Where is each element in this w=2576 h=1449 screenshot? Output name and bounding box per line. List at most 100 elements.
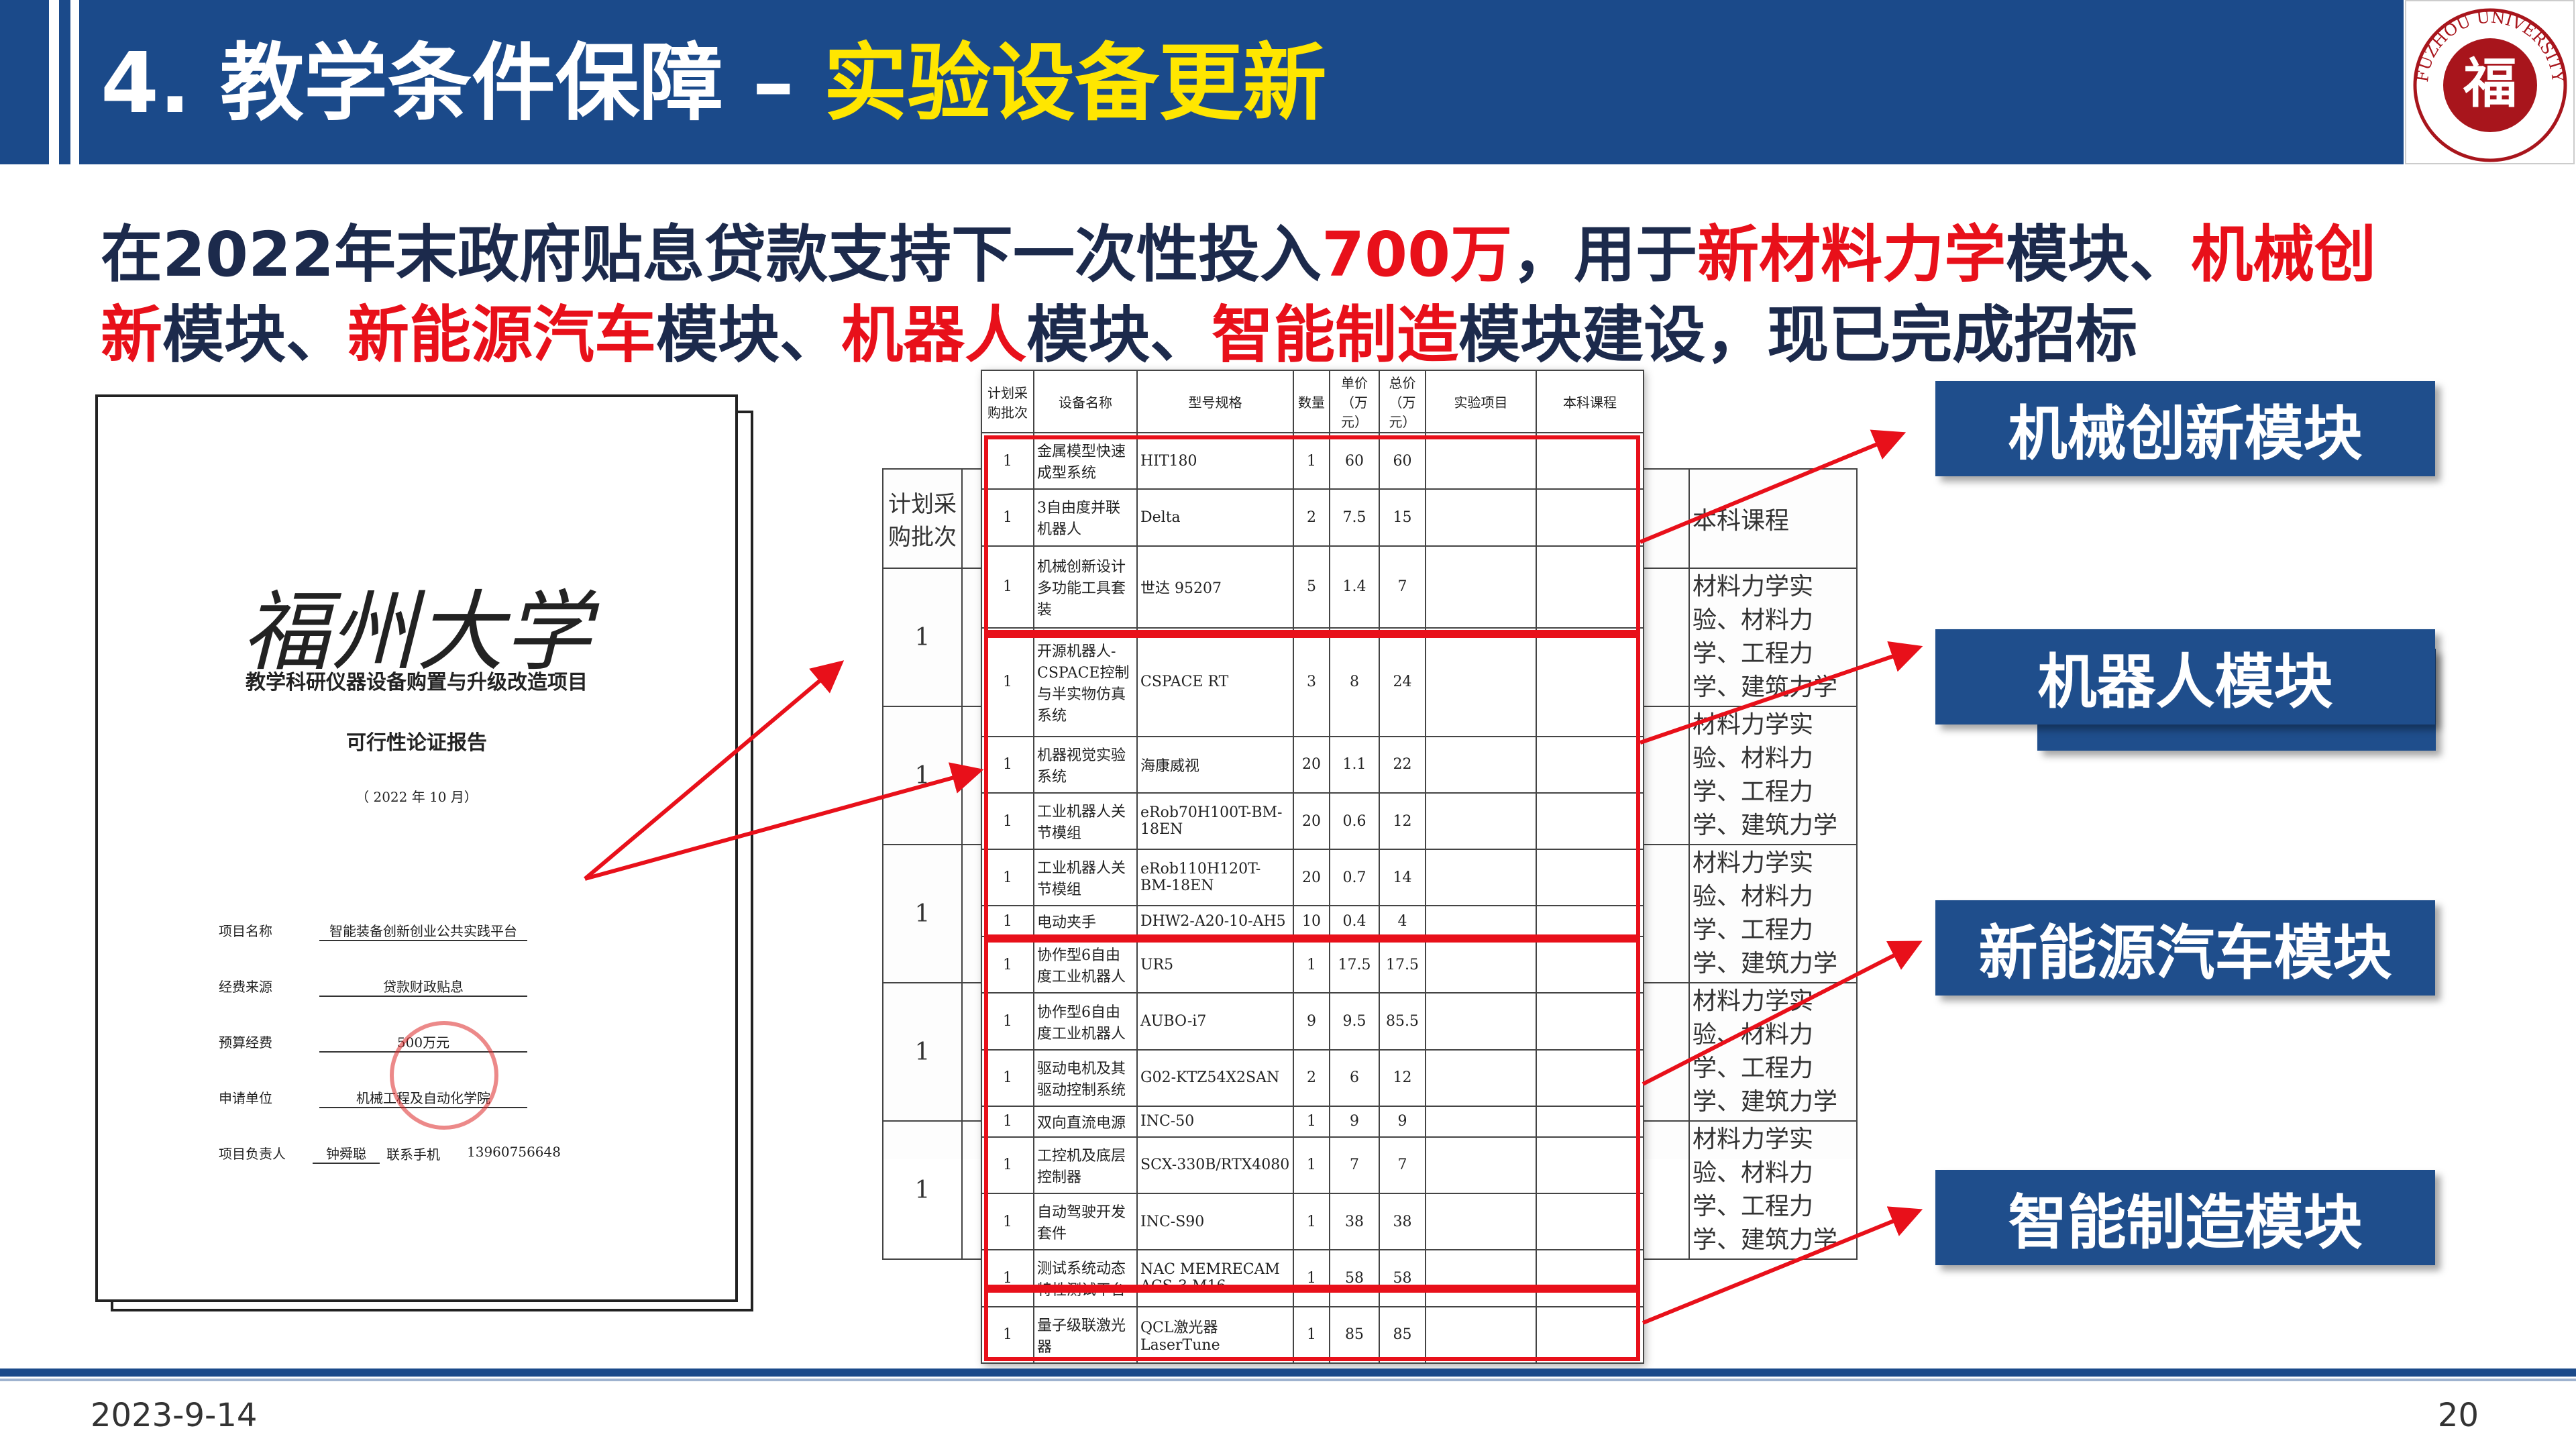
subtitle-highlight: 机械创	[2191, 219, 2377, 290]
front-cell	[1536, 1106, 1644, 1138]
front-row: 1 量子级联激光器 QCL激光器LaserTune 1 85 85	[981, 1305, 1644, 1364]
front-header-cell: 设备名称	[1033, 370, 1138, 433]
front-cell	[1425, 849, 1537, 907]
front-cell	[1536, 431, 1644, 490]
front-row: 1 测试系统动态特性测试平台 NAC MEMRECAM ACS-3 M16 1 58 58	[981, 1249, 1644, 1307]
front-cell: 1	[981, 1049, 1034, 1108]
front-row: 1 机器视觉实验系统 海康威视 20 1.1 22	[981, 735, 1644, 794]
front-cell: 工业机器人关节模组	[1033, 849, 1138, 907]
doc-project: 教学科研仪器设备购置与升级改造项目	[246, 671, 588, 694]
doc-field-label: 申请单位	[219, 1090, 272, 1106]
front-cell: 24	[1379, 627, 1426, 737]
subtitle-text: 模块、	[1026, 299, 1212, 371]
front-cell: 60	[1379, 431, 1426, 490]
front-cell: 海康威视	[1136, 735, 1294, 794]
front-cell: 7	[1329, 1136, 1380, 1195]
subtitle-text: 模块、	[2006, 219, 2192, 290]
front-cell: 85.5	[1379, 992, 1426, 1051]
front-cell: 1.1	[1329, 735, 1380, 794]
front-cell: 1	[1293, 1106, 1330, 1138]
front-cell: 自动驾驶开发套件	[1033, 1193, 1138, 1251]
back-cell: 1	[882, 844, 963, 983]
front-row: 1 协作型6自由度工业机器人 UR5 1 17.5 17.5	[981, 936, 1644, 994]
front-row: 1 自动驾驶开发套件 INC-S90 1 38 38	[981, 1193, 1644, 1251]
front-cell: 5	[1293, 545, 1330, 629]
front-cell: 20	[1293, 849, 1330, 907]
front-cell: 工控机及底层控制器	[1033, 1136, 1138, 1195]
front-cell: 15	[1379, 488, 1426, 547]
front-cell: 9	[1379, 1106, 1426, 1138]
front-header-cell: 实验项目	[1425, 370, 1537, 433]
front-header-cell: 数量	[1293, 370, 1330, 433]
front-cell: 双向直流电源	[1033, 1106, 1138, 1138]
front-cell	[1536, 1305, 1644, 1364]
footer-date: 2023-9-14	[91, 1397, 258, 1434]
logo: FUZHOU UNIVERSITY 福	[2405, 0, 2575, 164]
logo-core	[2443, 38, 2537, 132]
front-cell: 1	[981, 627, 1034, 737]
doc-phone: 13960756648	[467, 1144, 561, 1160]
front-cell: AUBO-i7	[1136, 992, 1294, 1051]
arrow	[584, 660, 845, 881]
front-cell: 58	[1329, 1249, 1380, 1307]
front-cell: 1	[981, 1193, 1034, 1251]
subtitle-text: 在2022年末政府贴息贷款支持下一次性投入	[101, 219, 1322, 290]
front-cell: 开源机器人-CSPACE控制与半实物仿真系统	[1033, 627, 1138, 737]
front-cell: 1.4	[1329, 545, 1380, 629]
footer-line	[0, 1379, 2576, 1381]
subtitle-highlight: 新能源汽车	[347, 299, 657, 371]
front-row: 1 驱动电机及其驱动控制系统 G02-KTZ54X2SAN 2 6 12	[981, 1049, 1644, 1108]
front-cell: 电动夹手	[1033, 905, 1138, 938]
front-cell: 驱动电机及其驱动控制系统	[1033, 1049, 1138, 1108]
front-header-cell: 总价（万元）	[1379, 370, 1426, 433]
doc-field-value: 钟舜聪	[313, 1143, 380, 1164]
doc-report: 可行性论证报告	[346, 731, 487, 755]
doc-stamp	[390, 1021, 498, 1130]
doc-date: （ 2022 年 10 月）	[356, 789, 478, 805]
front-row: 1 开源机器人-CSPACE控制与半实物仿真系统 CSPACE RT 3 8 24	[981, 627, 1644, 737]
front-cell: 1	[1293, 1305, 1330, 1364]
subtitle-text: 模块建设，现已完成招标	[1458, 299, 2138, 371]
page-number: 20	[2437, 1397, 2479, 1434]
doc-university: 福州大学	[241, 581, 591, 683]
front-cell: 7	[1379, 1136, 1426, 1195]
front-row: 1 工业机器人关节模组 eRob110H120T-BM-18EN 20 0.7 14	[981, 849, 1644, 907]
front-cell: 38	[1379, 1193, 1426, 1251]
front-cell	[1536, 488, 1644, 547]
front-cell: 60	[1329, 431, 1380, 490]
front-cell: 0.6	[1329, 792, 1380, 851]
front-row: 1 工控机及底层控制器 SCX-330B/RTX4080 1 7 7	[981, 1136, 1644, 1195]
front-cell: 3自由度并联机器人	[1033, 488, 1138, 547]
front-cell: 量子级联激光器	[1033, 1305, 1138, 1364]
doc-field-label: 经费来源	[219, 979, 272, 995]
front-cell: 8	[1329, 627, 1380, 737]
front-cell: 2	[1293, 1049, 1330, 1108]
module-label: 机器人模块	[1935, 629, 2435, 724]
front-row: 1 双向直流电源 INC-50 1 9 9	[981, 1106, 1644, 1138]
module-label: 智能制造模块	[1935, 1170, 2435, 1265]
front-header-cell: 本科课程	[1536, 370, 1644, 433]
subtitle-text: 模块、	[656, 299, 842, 371]
subtitle-text: ，用于	[1512, 219, 1698, 290]
front-cell: 1	[981, 905, 1034, 938]
front-cell: 工业机器人关节模组	[1033, 792, 1138, 851]
header-stripe	[0, 0, 49, 164]
front-cell	[1425, 1305, 1537, 1364]
front-cell: 6	[1329, 1049, 1380, 1108]
module-label: 新能源汽车模块	[1935, 900, 2435, 996]
front-cell: G02-KTZ54X2SAN	[1136, 1049, 1294, 1108]
subtitle-line: 在2022年末政府贴息贷款支持下一次性投入700万，用于新材料力学模块、机械创	[101, 215, 2376, 295]
doc-field-label: 预算经费	[219, 1034, 272, 1051]
front-cell: INC-S90	[1136, 1193, 1294, 1251]
subtitle-highlight: 智能制造	[1212, 299, 1459, 371]
logo-char: 福	[2463, 52, 2517, 115]
slide-title: 4. 教学条件保障 – 实验设备更新	[101, 37, 1327, 131]
front-cell: 1	[981, 849, 1034, 907]
front-cell: 38	[1329, 1193, 1380, 1251]
front-cell: 9	[1293, 992, 1330, 1051]
front-table: 计划采购批次 设备名称 型号规格 数量 单价（万元） 总价（万元） 实验项目 本科课程 1 金属模…	[981, 370, 1644, 1364]
front-cell	[1536, 545, 1644, 629]
doc-field-value: 贷款财政贴息	[319, 976, 527, 997]
front-cell	[1536, 992, 1644, 1051]
